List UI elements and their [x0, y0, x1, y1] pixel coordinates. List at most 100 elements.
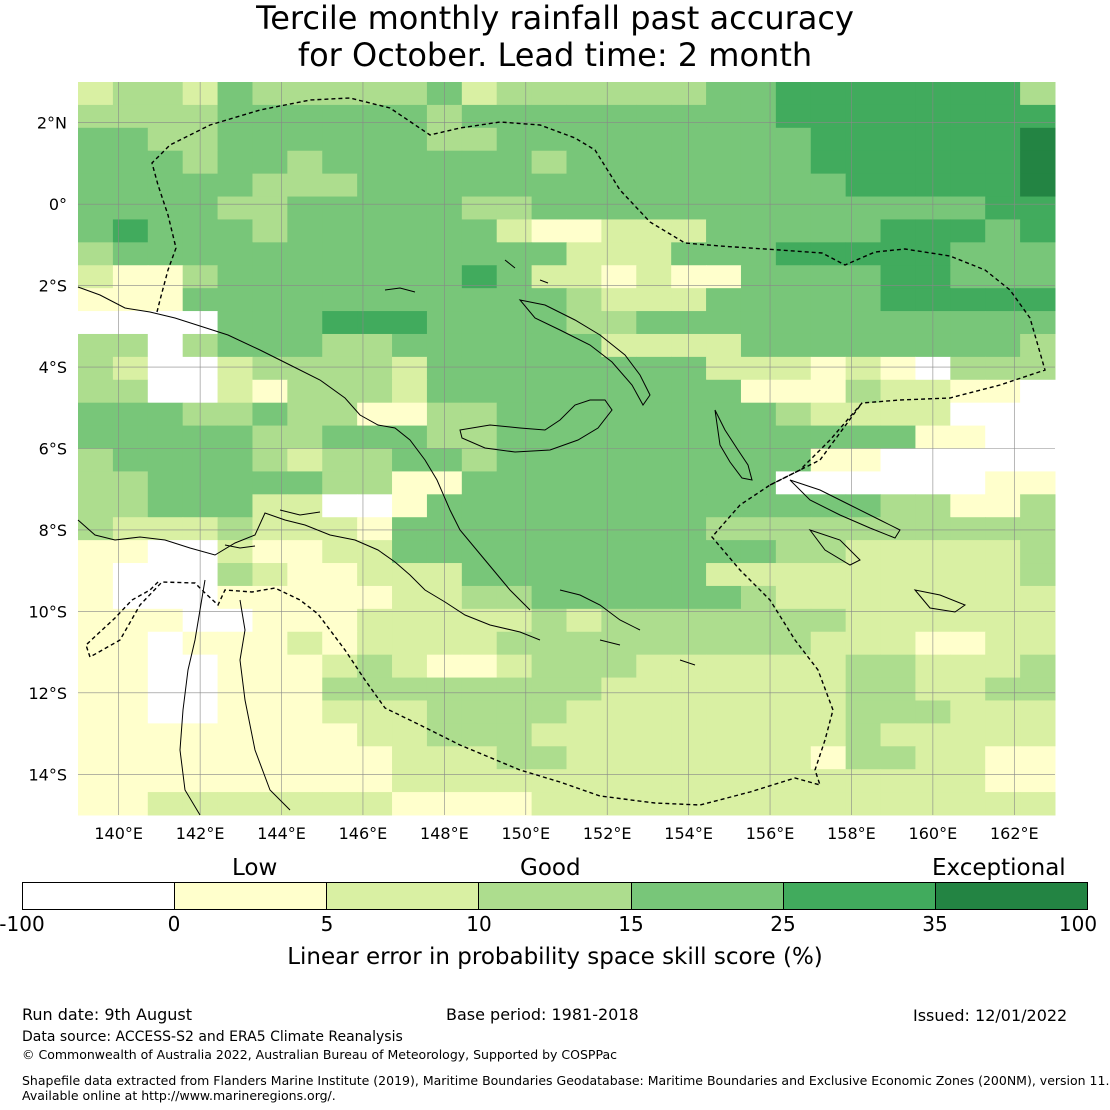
grid-cell	[706, 265, 742, 289]
grid-cell	[357, 677, 393, 701]
grid-cell	[810, 219, 847, 243]
grid-cell	[78, 150, 114, 175]
grid-cell	[636, 723, 672, 747]
grid-cell	[322, 402, 358, 427]
grid-cell	[287, 631, 323, 656]
grid-cell	[112, 333, 149, 358]
grid-cell	[706, 608, 742, 633]
grid-cell	[985, 402, 1021, 427]
grid-cell	[810, 127, 847, 152]
grid-cell	[740, 792, 777, 816]
grid-cell	[78, 769, 114, 793]
grid-cell	[112, 631, 149, 656]
grid-cell	[775, 792, 812, 816]
grid-cell	[392, 654, 428, 679]
grid-cell	[880, 425, 916, 449]
grid-cell	[357, 540, 393, 564]
grid-cell	[217, 769, 253, 793]
grid-cell	[1020, 333, 1056, 358]
grid-cell	[810, 425, 847, 449]
grid-cell	[496, 494, 533, 518]
lat-tick-label: 2°N	[37, 114, 67, 133]
grid-cell	[147, 127, 184, 152]
grid-cell	[78, 82, 114, 106]
grid-cell	[775, 448, 812, 472]
grid-cell	[461, 173, 498, 198]
grid-cell	[217, 173, 253, 198]
grid-cell	[950, 173, 986, 198]
grid-cell	[217, 654, 253, 679]
grid-cell	[496, 723, 533, 747]
grid-cell	[985, 700, 1021, 724]
grid-cell	[810, 448, 847, 472]
grid-cell	[217, 723, 253, 747]
grid-cell	[706, 792, 742, 816]
map-title-line2: for October. Lead time: 2 month	[297, 36, 813, 74]
grid-cell	[636, 356, 672, 381]
grid-cell	[1020, 242, 1056, 266]
grid-cell	[985, 104, 1021, 129]
grid-cell	[566, 311, 602, 335]
grid-cell	[706, 196, 742, 220]
new-ireland-coast	[518, 299, 651, 406]
grid-cell	[985, 746, 1021, 770]
grid-cell	[392, 471, 428, 495]
grid-cell	[112, 425, 149, 449]
grid-cell	[357, 127, 393, 152]
grid-cell	[880, 379, 916, 404]
grid-cell	[531, 356, 567, 381]
grid-cell	[322, 265, 358, 289]
grid-cell	[461, 242, 498, 266]
grid-cell	[636, 769, 672, 793]
grid-cell	[78, 104, 114, 129]
grid-cell	[392, 265, 428, 289]
grid-cell	[950, 517, 986, 541]
grid-cell	[775, 700, 812, 724]
grid-cell	[601, 654, 637, 679]
grid-cell	[287, 127, 323, 152]
grid-cell	[531, 425, 567, 449]
grid-cell	[461, 471, 498, 495]
grid-cell	[1020, 631, 1056, 656]
grid-cell	[1020, 563, 1056, 587]
grid-cell	[810, 769, 847, 793]
grid-cell	[740, 585, 777, 610]
grid-cell	[950, 471, 986, 495]
grid-cell	[496, 631, 533, 656]
grid-cell	[775, 196, 812, 220]
grid-cell	[566, 265, 602, 289]
grid-cell	[950, 608, 986, 633]
grid-cell	[357, 631, 393, 656]
grid-cell	[496, 746, 533, 770]
lon-tick-label: 150°E	[501, 824, 550, 843]
grid-cell	[775, 402, 812, 427]
grid-cell	[985, 150, 1021, 175]
grid-cell	[287, 448, 323, 472]
grid-cell	[392, 288, 428, 312]
grid-cell	[392, 494, 428, 518]
grid-cell	[112, 792, 149, 816]
grid-cell	[740, 196, 777, 220]
grid-cell	[392, 379, 428, 404]
grid-cell	[636, 540, 672, 564]
grid-cell	[147, 585, 184, 610]
grid-cell	[636, 242, 672, 266]
grid-cell	[287, 700, 323, 724]
grid-cell	[461, 127, 498, 152]
grid-cell	[392, 723, 428, 747]
grid-cell	[252, 700, 288, 724]
grid-cell	[601, 769, 637, 793]
grid-cell	[880, 608, 916, 633]
lon-tick-label: 162°E	[990, 824, 1039, 843]
grid-cell	[880, 127, 916, 152]
grid-cell	[880, 677, 916, 701]
grid-cell	[880, 82, 916, 106]
grid-cell	[810, 517, 847, 541]
grid-cell	[461, 654, 498, 679]
grid-cell	[880, 746, 916, 770]
grid-cell	[950, 769, 986, 793]
grid-cell	[78, 677, 114, 701]
grid-cell	[950, 677, 986, 701]
grid-cell	[950, 700, 986, 724]
grid-cell	[78, 265, 114, 289]
